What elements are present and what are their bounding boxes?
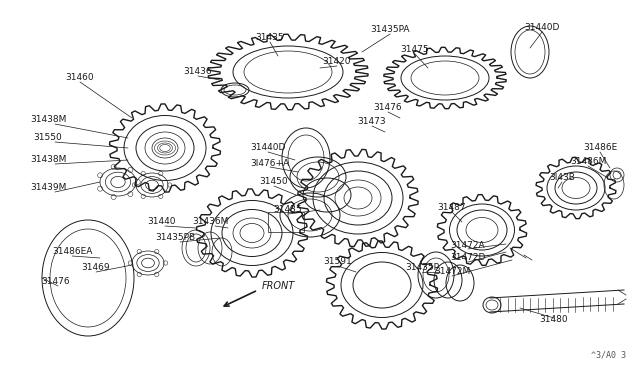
Text: 31476: 31476 <box>42 278 70 286</box>
Text: 31475: 31475 <box>401 45 429 55</box>
Text: 31480: 31480 <box>540 315 568 324</box>
Text: 31486M: 31486M <box>570 157 606 167</box>
Text: 31460: 31460 <box>66 74 94 83</box>
Text: 31487: 31487 <box>438 203 467 212</box>
Text: 31435PA: 31435PA <box>371 26 410 35</box>
Text: 31472A: 31472A <box>451 241 485 250</box>
Text: 31591: 31591 <box>324 257 353 266</box>
Text: 31438M: 31438M <box>30 155 66 164</box>
Text: 3I43B: 3I43B <box>549 173 575 183</box>
Text: 31438M: 31438M <box>30 115 66 125</box>
Text: ^3/A0 3: ^3/A0 3 <box>591 351 626 360</box>
Text: 31440D: 31440D <box>524 23 560 32</box>
Text: FRONT: FRONT <box>262 281 295 291</box>
Text: 31486EA: 31486EA <box>52 247 92 257</box>
Text: 31439M: 31439M <box>30 183 66 192</box>
Text: 31469: 31469 <box>82 263 110 273</box>
Text: 31440: 31440 <box>148 218 176 227</box>
Text: 31440D: 31440D <box>250 144 285 153</box>
Text: 31435: 31435 <box>256 33 284 42</box>
Text: 31472D: 31472D <box>451 253 486 263</box>
Text: 31420: 31420 <box>323 58 351 67</box>
Text: 31450: 31450 <box>260 177 288 186</box>
Text: 31550: 31550 <box>34 134 62 142</box>
Text: 31435P: 31435P <box>405 263 439 273</box>
Text: 31473: 31473 <box>358 118 387 126</box>
Text: 31472M: 31472M <box>434 267 470 276</box>
Text: 31436: 31436 <box>184 67 212 77</box>
Text: 31435PB: 31435PB <box>155 234 195 243</box>
Text: 31436M: 31436M <box>192 218 228 227</box>
Text: 31486E: 31486E <box>583 144 617 153</box>
Text: 31435: 31435 <box>274 205 302 215</box>
Text: 3I476+A: 3I476+A <box>250 158 289 167</box>
Text: 31476: 31476 <box>374 103 403 112</box>
